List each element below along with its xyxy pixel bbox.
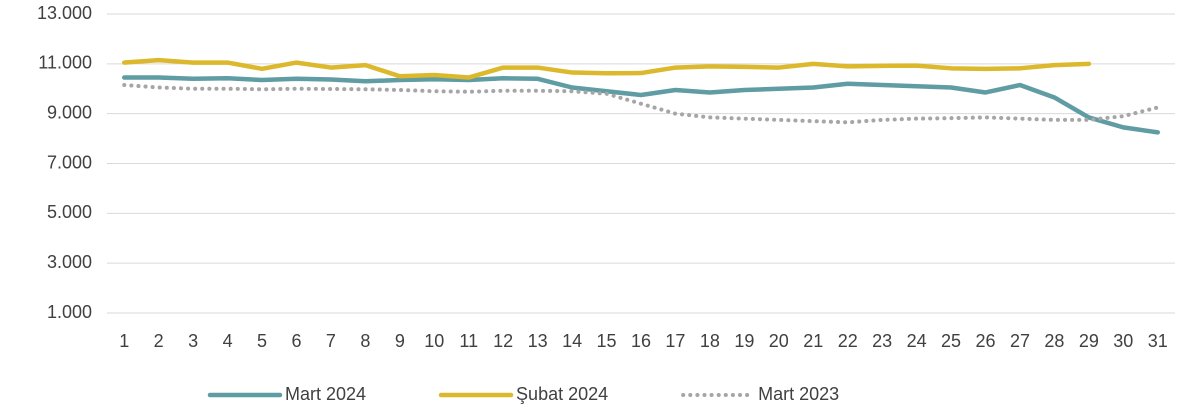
series-line [121,57,1092,80]
y-tick-label: 11.000 [38,53,92,73]
x-tick-label: 21 [803,331,823,351]
x-tick-label: 11 [459,331,478,351]
x-tick-label: 12 [493,331,513,351]
y-tick-label: 7.000 [47,152,92,172]
x-tick-label: 29 [1079,331,1099,351]
x-tick-label: 24 [907,331,927,351]
x-tick-label: 26 [976,331,996,351]
x-tick-label: 9 [395,331,405,351]
x-tick-label: 17 [665,331,685,351]
x-tick-label: 13 [528,331,548,351]
x-tick-label: 4 [223,331,233,351]
x-tick-label: 15 [597,331,617,351]
y-tick-label: 9.000 [47,102,92,122]
x-tick-label: 5 [257,331,267,351]
x-tick-label: 7 [326,331,336,351]
x-tick-label: 2 [154,331,164,351]
x-tick-label: 30 [1113,331,1133,351]
x-tick-label: 8 [360,331,370,351]
y-tick-label: 13.000 [37,3,92,23]
legend-label: Mart 2024 [285,384,366,404]
y-tick-label: 1.000 [47,302,92,322]
x-tick-label: 10 [424,331,444,351]
x-tick-label: 16 [631,331,651,351]
x-tick-label: 27 [1010,331,1030,351]
x-tick-label: 14 [562,331,582,351]
legend-label: Şubat 2024 [516,384,608,404]
x-tick-label: 25 [941,331,961,351]
x-tick-label: 18 [700,331,720,351]
series-line [122,83,1160,125]
x-tick-label: 1 [119,331,129,351]
x-tick-label: 23 [872,331,892,351]
x-tick-label: 31 [1148,331,1168,351]
x-tick-label: 28 [1044,331,1064,351]
legend-label: Mart 2023 [758,384,839,404]
x-tick-label: 19 [734,331,754,351]
x-tick-label: 6 [291,331,301,351]
x-tick-label: 20 [769,331,789,351]
y-tick-label: 3.000 [47,252,92,272]
series-line [121,75,1161,135]
x-tick-label: 22 [838,331,858,351]
y-tick-label: 5.000 [47,202,92,222]
x-tick-label: 3 [188,331,198,351]
